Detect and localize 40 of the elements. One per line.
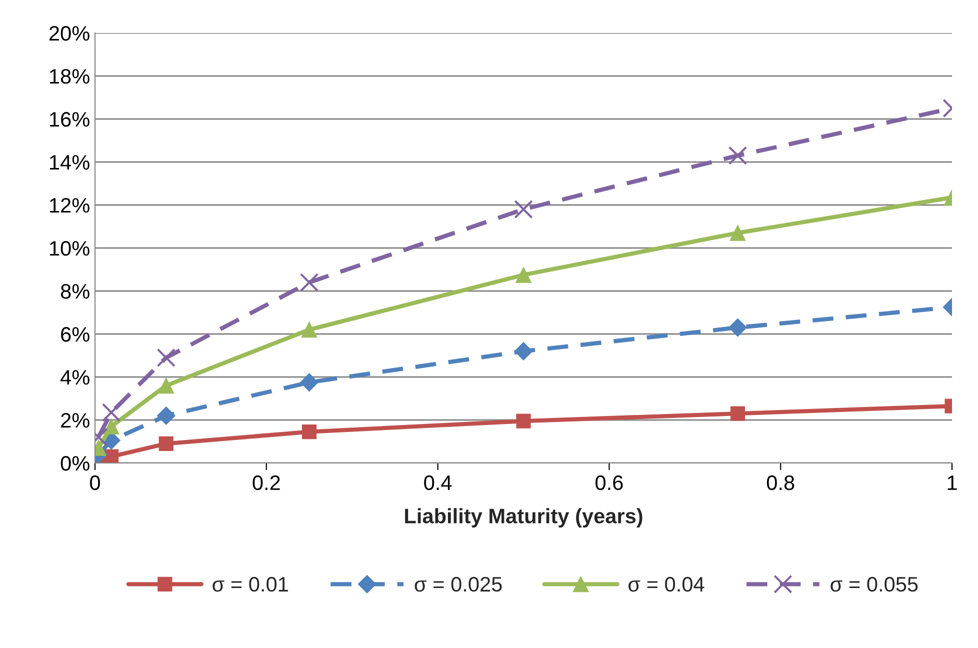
y-tick-label: 20% — [49, 26, 90, 41]
y-tick-label: 12% — [50, 198, 90, 213]
y-tick-label: 16% — [50, 112, 90, 127]
legend-label: σ = 0.025 — [414, 576, 502, 592]
point — [728, 318, 747, 337]
y-tick-label: 18% — [50, 69, 90, 84]
point — [514, 200, 533, 219]
y-tick-label: 10% — [50, 241, 90, 256]
point — [158, 378, 174, 394]
y-tick-label: 8% — [60, 284, 90, 299]
x-tick-label: 0.4 — [424, 475, 452, 490]
point — [156, 406, 176, 425]
x-axis-title: Liability Maturity (years) — [405, 508, 642, 528]
x-tick-label: 0 — [90, 475, 100, 490]
point — [730, 406, 746, 421]
x-tick-label: 0.2 — [252, 475, 280, 490]
y-tick-label: 14% — [50, 155, 90, 170]
y-tick-label: 6% — [61, 327, 90, 342]
y-tick-label: 2% — [61, 413, 90, 428]
legend-label: σ = 0.01 — [212, 576, 288, 592]
point — [302, 424, 317, 440]
point — [156, 348, 176, 368]
point — [301, 322, 318, 338]
point — [730, 224, 746, 241]
point — [300, 273, 319, 292]
point — [514, 342, 533, 360]
point — [516, 414, 531, 428]
y-tick-label: 0% — [60, 456, 90, 471]
point — [158, 436, 174, 451]
point — [102, 403, 121, 422]
x-tick-label: 1 — [948, 476, 957, 490]
point — [516, 266, 532, 283]
point — [728, 146, 748, 165]
point — [300, 373, 318, 392]
point — [103, 418, 120, 434]
legend-label: σ = 0.04 — [628, 576, 704, 592]
x-tick-label: 0.8 — [766, 475, 794, 490]
x-tick-label: 0.6 — [596, 475, 623, 490]
y-tick-label: 4% — [60, 370, 90, 385]
legend-label: σ = 0.055 — [830, 576, 918, 592]
